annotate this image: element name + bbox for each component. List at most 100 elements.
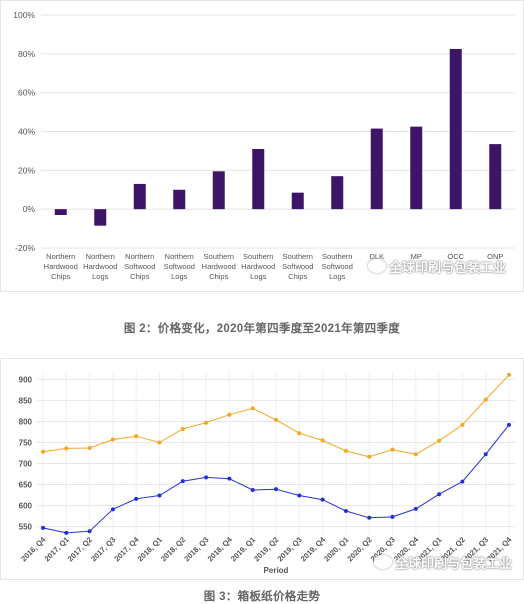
y-tick-label: 600 [19,502,33,511]
figure-2-caption: 图 2：价格变化，2020年第四季度至2021年第四季度 [123,323,401,335]
data-point [64,530,69,535]
data-point [507,372,511,377]
x-tick-label: 2018, Q2 [159,535,187,563]
data-point [367,454,372,459]
x-tick-label: MP [411,252,422,261]
x-tick-label: ONP [487,252,503,261]
y-tick-label: 20% [18,165,35,175]
y-tick-label: 0% [23,204,36,214]
x-tick-label: Chips [130,272,149,281]
data-point [460,479,465,484]
x-tick-label: Logs [92,272,109,281]
x-tick-label: Northern [86,252,115,261]
bar [173,189,186,210]
data-point [274,417,278,422]
data-point [87,529,92,534]
bar [489,144,502,210]
x-tick-label: Southern [243,252,273,261]
x-tick-label: 2017, Q1 [43,535,71,563]
x-tick-label: Hardwood [241,262,275,271]
x-tick-label: Southern [322,252,352,261]
data-point [250,488,255,493]
data-point [250,406,255,411]
bar [449,48,462,210]
x-tick-label: 2017, Q3 [89,535,117,563]
y-tick-label: -20% [15,243,35,253]
y-tick-label: 100% [13,10,35,20]
x-tick-label: 2018, Q3 [182,535,210,563]
x-axis-label: Period [264,566,289,575]
data-point [343,509,348,514]
data-point [437,438,442,443]
x-tick-label: Hardwood [202,262,236,271]
bar [133,183,146,210]
data-point [507,422,511,427]
wechat-icon [368,259,386,273]
data-point [390,514,395,519]
data-point [413,506,418,511]
x-tick-label: OCC [447,252,464,261]
x-tick-label: 2017, Q2 [66,535,94,563]
data-point [390,447,395,452]
bar [410,126,423,210]
data-point [180,427,185,432]
data-point [110,437,115,442]
price-change-bar-chart: -20%0%20%40%60%80%100%NorthernHardwoodCh… [13,10,515,281]
x-tick-label: Northern [46,252,75,261]
x-tick-label: Softwood [164,262,195,271]
y-tick-label: 900 [19,375,33,384]
data-point [134,434,139,439]
data-point [413,452,418,457]
data-point [110,507,115,512]
data-point [320,438,325,443]
x-tick-label: Northern [125,252,154,261]
x-tick-label: Hardwood [44,262,78,271]
x-tick-label: Southern [204,252,234,261]
x-tick-label: Logs [171,272,188,281]
y-tick-label: 80% [18,49,35,59]
x-tick-label: Southern [283,252,313,261]
x-tick-label: Northern [165,252,194,261]
data-point [87,445,92,450]
x-tick-label: Chips [288,272,307,281]
watermark-1: 全球印刷与包装工业 [368,257,506,276]
y-tick-label: 650 [19,481,33,490]
watermark-2: 全球印刷与包装工业 [374,553,512,572]
bar [212,171,225,210]
x-tick-label: 2018, Q1 [136,535,164,563]
bar [370,128,383,210]
bar [94,209,107,226]
data-point [134,496,139,501]
bar [54,209,67,215]
y-tick-label: 700 [19,460,33,469]
x-tick-label: 2019, Q2 [252,535,280,563]
data-point [157,493,162,498]
data-point [41,449,45,454]
x-tick-label: 2020, Q1 [322,535,350,563]
bar [291,192,304,210]
bar [331,176,344,210]
y-tick-label: 40% [18,127,35,137]
data-point [320,497,325,502]
data-point [64,446,69,451]
x-tick-label: Chips [209,272,228,281]
data-point [483,397,488,402]
data-point [204,475,209,480]
data-point [367,515,372,520]
data-point [180,479,185,484]
data-point [157,440,162,445]
data-point [297,431,302,436]
wechat-icon [374,555,392,569]
x-tick-label: Chips [51,272,70,281]
x-tick-label: Softwood [282,262,313,271]
figure-3-caption: 图 3：箱板纸价格走势 [203,591,321,603]
y-tick-label: 800 [19,417,33,426]
data-point [41,525,45,530]
data-point [343,448,348,453]
containerboard-price-chart-panel: 550 600 650 700 750 800 850 900 2016, Q4 2017, Q1… [0,358,524,580]
data-point [227,476,232,481]
x-tick-label: 2020, Q2 [345,535,373,563]
x-tick-label: Logs [250,272,267,281]
x-tick-label: 2019, Q1 [229,535,257,563]
